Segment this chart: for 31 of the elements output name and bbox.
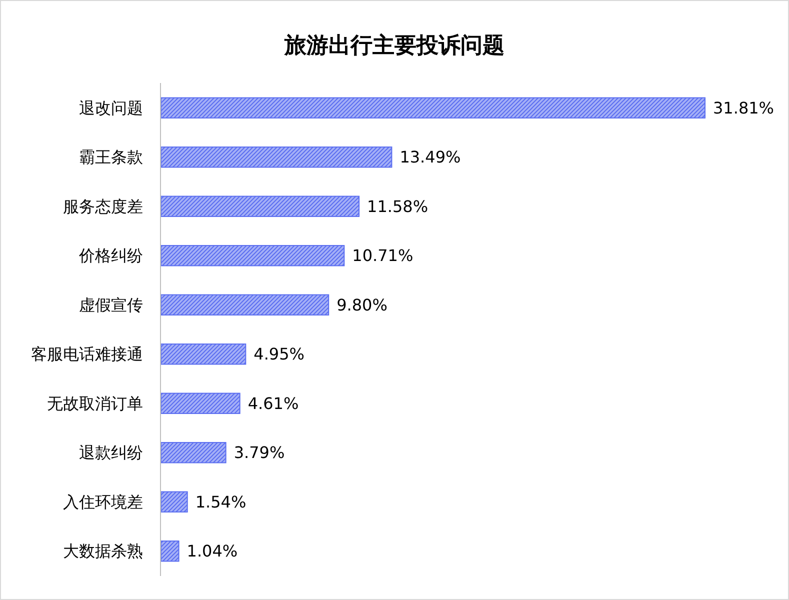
- data-label: 1.54%: [195, 492, 246, 512]
- bar: [160, 540, 180, 562]
- data-label: 9.80%: [336, 295, 388, 314]
- data-label: 1.04%: [186, 542, 238, 561]
- bar: [160, 245, 345, 266]
- bar: [160, 344, 246, 365]
- y-tick-label: 霸王条款: [79, 148, 143, 167]
- bar: [160, 392, 240, 414]
- y-tick-label: 退改问题: [79, 98, 143, 118]
- data-label: 4.61%: [248, 394, 299, 413]
- y-tick-label: 退款纠纷: [79, 443, 143, 462]
- data-label: 11.58%: [367, 196, 428, 216]
- data-label: 31.81%: [713, 98, 774, 118]
- bar: [160, 294, 330, 316]
- y-tick-label: 价格纠纷: [78, 246, 143, 266]
- y-tick-label: 无故取消订单: [47, 394, 143, 413]
- bar: [160, 442, 226, 464]
- bar: [160, 196, 360, 217]
- data-label: 3.79%: [234, 443, 285, 462]
- y-tick-label: 入住环境差: [63, 492, 143, 512]
- y-tick-label: 服务态度差: [63, 196, 143, 216]
- bar: [160, 491, 188, 512]
- bar: [160, 97, 706, 118]
- chart-title: 旅游出行主要投诉问题: [284, 32, 504, 58]
- data-label: 10.71%: [352, 246, 414, 266]
- y-tick-label: 大数据杀熟: [63, 542, 143, 561]
- y-tick-label: 虚假宣传: [79, 295, 143, 314]
- data-label: 13.49%: [400, 148, 461, 167]
- data-label: 4.95%: [254, 344, 304, 364]
- y-tick-label: 客服电话难接通: [31, 344, 143, 364]
- bar: [160, 146, 392, 168]
